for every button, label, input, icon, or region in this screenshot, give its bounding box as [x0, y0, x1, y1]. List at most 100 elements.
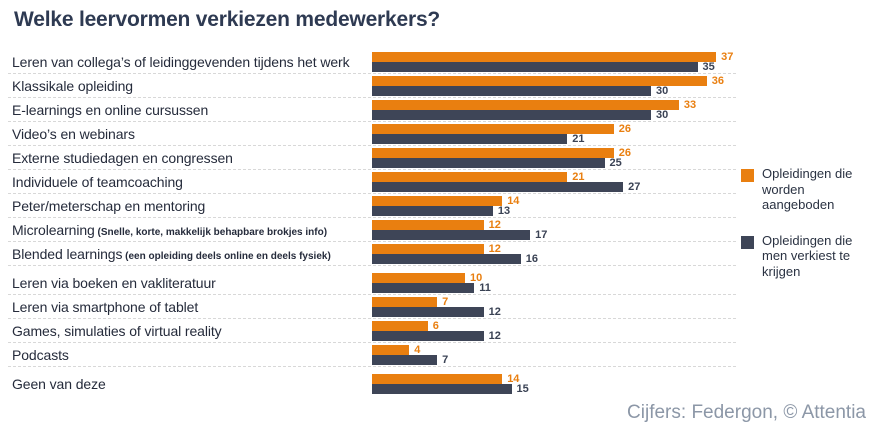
value-label: 11 — [479, 282, 491, 294]
bar-preferred — [372, 110, 651, 120]
bar-offered — [372, 52, 717, 62]
bar-group: 26 25 — [372, 147, 736, 169]
chart-row: Geen van deze 14 15 — [8, 372, 736, 395]
chart-row: Externe studiedagen en congressen 26 25 — [8, 146, 736, 170]
bar-group: 36 30 — [372, 75, 736, 97]
chart-legend: Opleidingen die worden aangeboden Opleid… — [741, 166, 875, 300]
value-label: 25 — [609, 157, 622, 169]
bar-preferred — [372, 86, 651, 96]
category-label: Geen van deze — [12, 376, 106, 392]
category-label: Leren van collega’s of leidinggevenden t… — [12, 54, 350, 70]
chart-row: Games, simulaties of virtual reality 6 12 — [8, 319, 736, 343]
value-label: 30 — [656, 85, 669, 97]
chart-row: Individuele of teamcoaching 21 27 — [8, 170, 736, 194]
bar-group: 10 11 — [372, 272, 736, 294]
category-note: (Snelle, korte, makkelijk behapbare brok… — [94, 227, 328, 238]
bar-offered — [372, 321, 428, 331]
chart-rows: Leren van collega’s of leidinggevenden t… — [8, 50, 736, 395]
category-label: E-learnings en online cursussen — [12, 102, 209, 118]
category-label: Individuele of teamcoaching — [12, 174, 183, 190]
bar-offered — [372, 148, 614, 158]
category-label: Games, simulaties of virtual reality — [12, 323, 222, 339]
bar-preferred — [372, 158, 605, 168]
category-label: Microlearning (Snelle, korte, makkelijk … — [12, 222, 328, 238]
bar-offered — [372, 76, 707, 86]
legend-swatch-orange-icon — [741, 169, 754, 182]
value-label: 35 — [702, 61, 715, 73]
chart-row: Blended learnings (een opleiding deels o… — [8, 242, 736, 266]
bar-offered — [372, 374, 503, 384]
value-label: 26 — [618, 147, 632, 159]
value-label: 15 — [516, 383, 529, 395]
value-label: 21 — [572, 133, 585, 145]
category-label: Leren via smartphone of tablet — [12, 299, 199, 315]
bar-offered — [372, 100, 679, 110]
value-label: 7 — [442, 296, 449, 308]
value-label: 4 — [414, 344, 421, 356]
category-label: Externe studiedagen en congressen — [12, 150, 233, 166]
value-label: 30 — [656, 109, 669, 121]
bar-preferred — [372, 182, 624, 192]
bar-preferred — [372, 384, 512, 394]
bar-preferred — [372, 307, 484, 317]
category-label: Leren via boeken en vakliteratuur — [12, 275, 216, 291]
bar-group: 6 12 — [372, 320, 736, 342]
value-label: 12 — [488, 330, 501, 342]
chart-row: Leren via smartphone of tablet 7 12 — [8, 295, 736, 319]
category-note: (een opleiding deels online en deels fys… — [122, 251, 331, 262]
value-label: 12 — [488, 219, 501, 231]
bar-offered — [372, 196, 503, 206]
source-credit: Cijfers: Federgon, © Attentia — [627, 402, 866, 423]
value-label: 7 — [442, 354, 449, 366]
value-label: 6 — [432, 320, 439, 332]
value-label: 17 — [535, 229, 548, 241]
legend-item-preferred: Opleidingen die men verkiest te krijgen — [741, 233, 875, 280]
chart-row: Microlearning (Snelle, korte, makkelijk … — [8, 218, 736, 242]
bar-preferred — [372, 355, 438, 365]
legend-label: Opleidingen die worden aangeboden — [762, 166, 853, 213]
value-label: 12 — [488, 306, 501, 318]
chart-row: Leren van collega’s of leidinggevenden t… — [8, 50, 736, 74]
bar-preferred — [372, 230, 531, 240]
category-label: Klassikale opleiding — [12, 78, 133, 94]
bar-offered — [372, 297, 438, 307]
bar-preferred — [372, 331, 484, 341]
chart-row: Leren via boeken en vakliteratuur 10 11 — [8, 271, 736, 295]
bar-group: 33 30 — [372, 99, 736, 121]
bar-group: 12 16 — [372, 244, 736, 265]
bar-preferred — [372, 134, 568, 144]
chart-row: Video’s en webinars 26 21 — [8, 122, 736, 146]
value-label: 33 — [683, 99, 697, 111]
bar-group: 14 15 — [372, 373, 736, 395]
value-label: 13 — [497, 205, 511, 217]
category-label: Video’s en webinars — [12, 126, 135, 142]
bar-offered — [372, 273, 465, 283]
bar-preferred — [372, 254, 521, 264]
chart-row: E-learnings en online cursussen 33 30 — [8, 98, 736, 122]
chart-row: Peter/meterschap en mentoring 14 13 — [8, 194, 736, 218]
value-label: 14 — [507, 195, 520, 207]
bar-preferred — [372, 62, 698, 72]
bar-group: 7 12 — [372, 296, 736, 318]
category-label: Podcasts — [12, 347, 69, 363]
value-label: 10 — [470, 272, 483, 284]
page-title: Welke leervormen verkiezen medewerkers? — [14, 8, 441, 31]
value-label: 16 — [525, 253, 539, 265]
value-label: 27 — [628, 181, 641, 193]
legend-swatch-navy-icon — [741, 235, 754, 249]
chart-row: Klassikale opleiding 36 30 — [8, 74, 736, 98]
value-label: 36 — [711, 75, 725, 87]
category-label: Blended learnings (een opleiding deels o… — [12, 246, 331, 262]
value-label: 21 — [572, 171, 585, 183]
legend-label: Opleidingen die men verkiest te krijgen — [762, 232, 853, 279]
value-label: 14 — [507, 373, 520, 385]
value-label: 37 — [721, 51, 734, 63]
bar-preferred — [372, 283, 475, 293]
bar-preferred — [372, 206, 493, 216]
category-label: Peter/meterschap en mentoring — [12, 198, 206, 214]
value-label: 26 — [618, 123, 632, 135]
bar-group: 14 13 — [372, 195, 736, 217]
bar-group: 26 21 — [372, 123, 736, 145]
